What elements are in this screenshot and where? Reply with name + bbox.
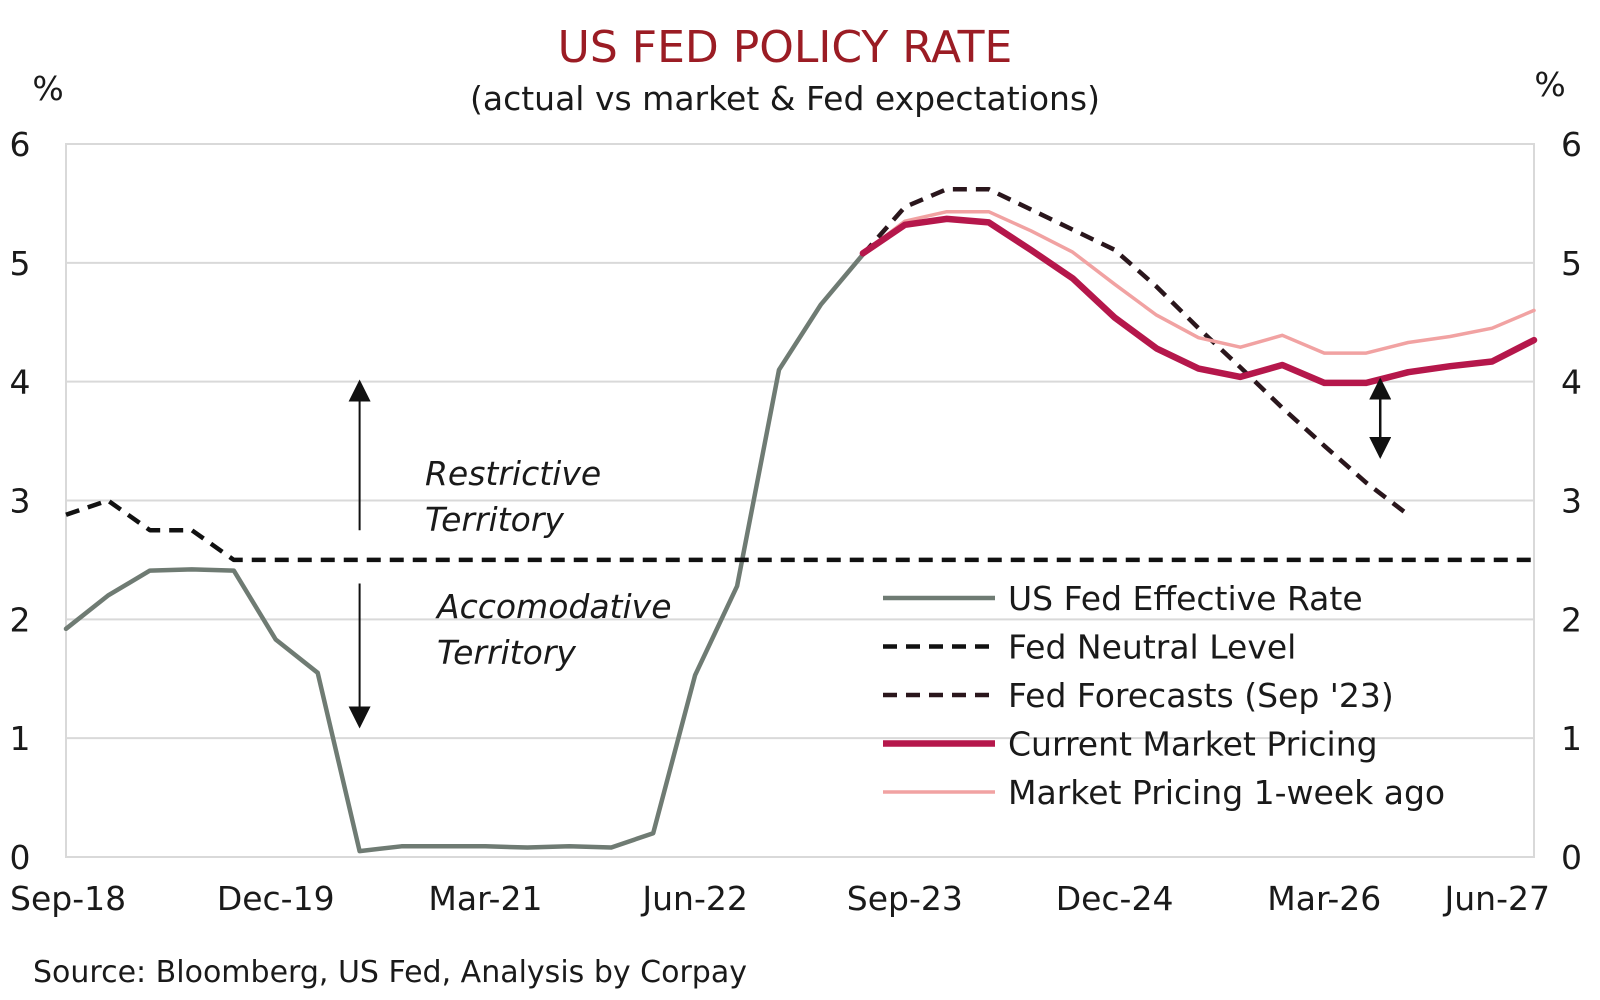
y-tick-label-right: 1 [1561,719,1582,758]
y-ticks-left: 0 1 2 3 4 5 6 [10,125,31,877]
y-tick-label-right: 2 [1561,600,1582,639]
y-tick-label-left: 4 [10,363,31,402]
y-tick-label-left: 5 [10,244,31,283]
series-line-fed-neutral-level [65,498,1534,563]
x-tick-label: Mar-21 [428,879,542,918]
legend-label: Current Market Pricing [1008,725,1378,764]
x-tick-label: Jun-27 [1443,879,1550,918]
legend: US Fed Effective Rate Fed Neutral Level Fe… [883,579,1445,812]
y-tick-label-left: 0 [10,838,31,877]
gridlines [66,261,1534,740]
y-tick-label-right: 4 [1561,363,1582,402]
x-tick-label: Sep-23 [847,879,963,918]
y-tick-label-right: 6 [1561,125,1582,164]
series-line-us-fed-effective-rate [63,252,866,854]
y-tick-label-right: 0 [1561,838,1582,877]
y-tick-label-left: 1 [10,719,31,758]
x-ticks: Sep-18 Dec-19 Mar-21 Jun-22 Sep-23 Dec-24 Mar-… [10,879,1550,918]
series-line-current-market-pricing [859,215,1538,387]
restrictive-label-line1: Restrictive [425,454,601,493]
accommodative-label-line1: Accomodative [435,587,672,626]
y-ticks-right: 0 1 2 3 4 5 6 [1561,125,1582,877]
legend-label: US Fed Effective Rate [1008,579,1363,618]
x-tick-label: Sep-18 [10,879,126,918]
x-tick-label: Jun-22 [640,879,747,918]
series-line-market-pricing-1-week-ago [861,209,1536,355]
legend-label: Fed Forecasts (Sep '23) [1008,676,1394,715]
series-lines [63,186,1538,854]
source-note: Source: Bloomberg, US Fed, Analysis by C… [33,955,747,990]
restrictive-label-line2: Territory [425,500,564,539]
y-tick-label-right: 5 [1561,244,1582,283]
x-tick-label: Dec-19 [217,879,335,918]
y-unit-left: % [32,69,63,108]
legend-label: Market Pricing 1-week ago [1008,773,1445,812]
y-tick-label-left: 6 [10,125,31,164]
y-tick-label-left: 2 [10,600,31,639]
series-line-fed-forecasts-sep-23 [861,186,1410,517]
y-unit-right: % [1534,65,1565,104]
chart-title: US FED POLICY RATE [558,22,1013,73]
legend-label: Fed Neutral Level [1008,628,1296,667]
y-tick-label-right: 3 [1561,482,1582,521]
x-tick-label: Dec-24 [1056,879,1174,918]
chart-subtitle: (actual vs market & Fed expectations) [470,79,1100,118]
y-tick-label-left: 3 [10,482,31,521]
x-tick-label: Mar-26 [1267,879,1381,918]
accommodative-label-line2: Territory [437,633,576,672]
